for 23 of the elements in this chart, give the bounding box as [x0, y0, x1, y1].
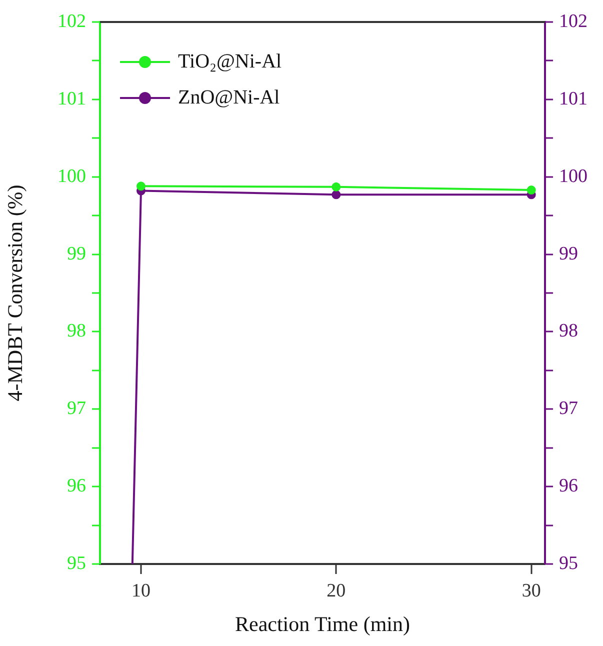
- y-tick-label: 97: [67, 398, 86, 420]
- y-tick-label: 96: [67, 476, 86, 497]
- y-tick-label: 102: [58, 10, 86, 32]
- y2-tick-label: 100: [559, 166, 588, 187]
- y2-tick-label: 95: [559, 552, 578, 574]
- y-tick-label: 100: [58, 166, 86, 187]
- x-tick-label: 10: [131, 580, 150, 602]
- x-tick-label: 30: [522, 580, 541, 602]
- y2-tick-label: 102: [559, 10, 588, 32]
- x-tick-label: 20: [326, 580, 346, 602]
- y-tick-label: 98: [67, 320, 86, 342]
- y-tick-label: 99: [67, 243, 86, 264]
- y2-tick-label: 101: [559, 88, 588, 110]
- y2-tick-label: 98: [559, 320, 578, 342]
- y-tick-label: 101: [58, 88, 86, 110]
- x-axis-title: Reaction Time (min): [235, 612, 410, 636]
- y-tick-label: 95: [67, 552, 86, 574]
- y2-tick-label: 96: [559, 476, 578, 497]
- legend-label: TiO₂@Ni-Al: [178, 50, 282, 72]
- y2-tick-label: 99: [559, 243, 578, 264]
- y2-tick-label: 97: [559, 398, 578, 420]
- y-axis-title: 4-MDBT Conversion (%): [3, 184, 28, 402]
- legend-label: ZnO@Ni-Al: [178, 86, 280, 108]
